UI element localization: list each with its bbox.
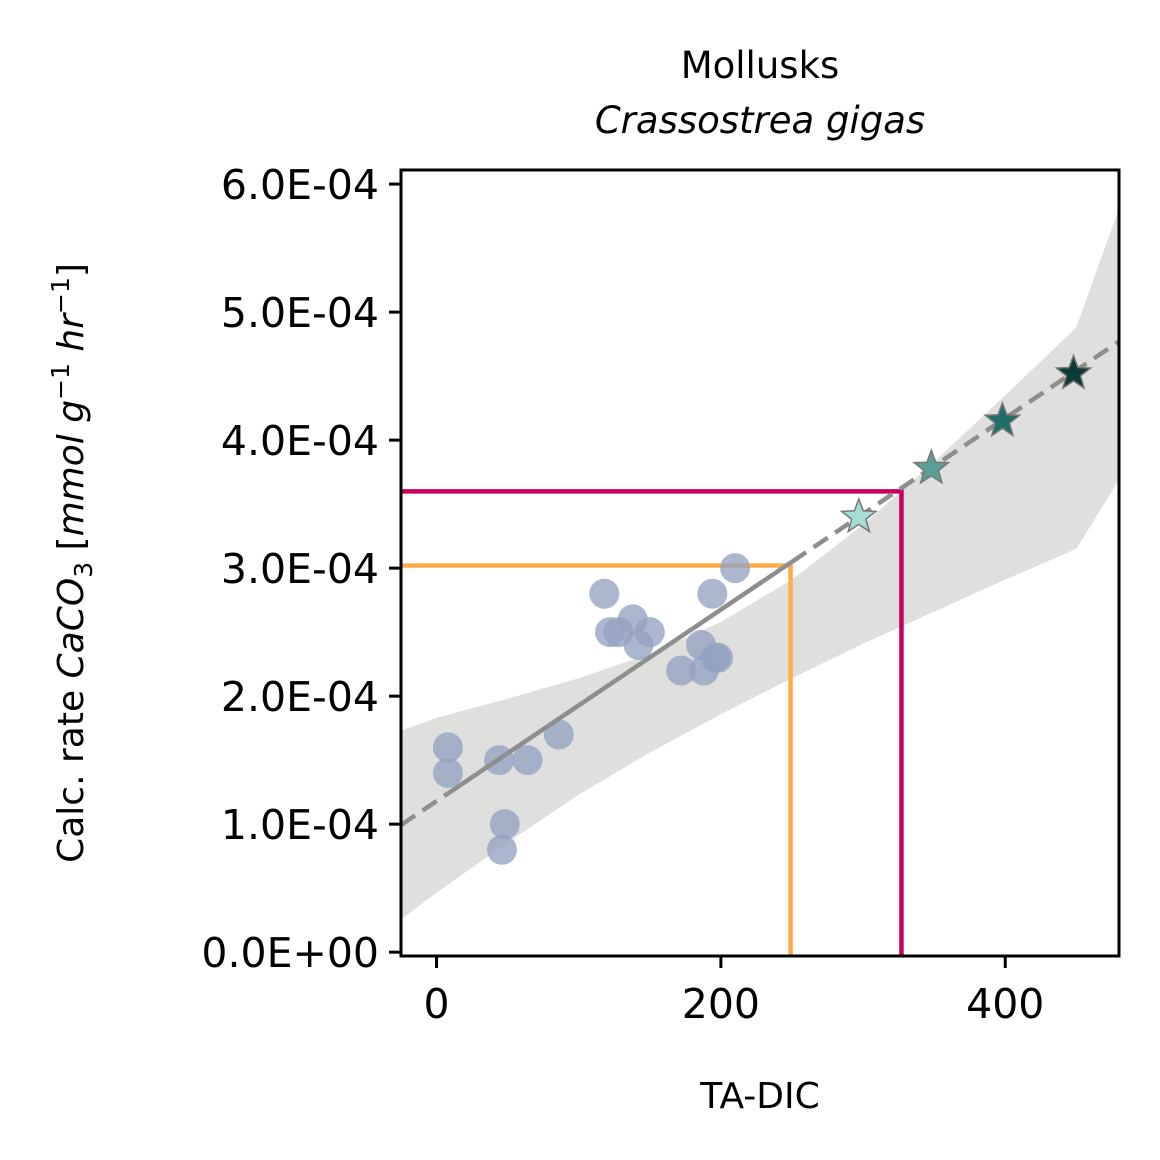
y-label-units-open: [	[51, 536, 92, 562]
projection-star-3	[983, 400, 1022, 438]
observation-point	[432, 732, 463, 763]
y-label-units-close: ]	[51, 263, 92, 277]
y-tick-label: 6.0E-04	[221, 161, 379, 209]
x-axis: 0 200 400	[423, 956, 1044, 1028]
y-label-species: CaCO	[51, 578, 92, 679]
y-axis-label: Calc. rate CaCO3 [mmol g−1 hr−1]	[46, 263, 98, 863]
confidence-band	[401, 208, 1119, 920]
observation-point	[489, 809, 520, 840]
y-label-unit1-sup: −1	[46, 363, 75, 400]
observation-point	[634, 617, 665, 648]
fit-line-dashed-right	[790, 339, 1119, 564]
plot-frame	[399, 168, 1121, 958]
observation-point	[666, 655, 697, 686]
reference-line-1	[401, 563, 793, 956]
observation-point	[512, 745, 543, 776]
observation-point	[432, 757, 463, 788]
y-label-unit2: hr	[51, 312, 92, 363]
x-tick-label: 200	[682, 980, 760, 1028]
observation-point	[589, 578, 620, 609]
x-tick-label: 400	[966, 980, 1044, 1028]
observation-point	[486, 834, 517, 865]
fit-line-dashed-left	[401, 791, 450, 827]
y-tick-label: 0.0E+00	[201, 929, 379, 977]
x-axis-label: TA-DIC	[699, 1076, 820, 1117]
y-label-species-sub: 3	[69, 562, 98, 578]
projection-star-2	[912, 448, 951, 485]
plot-area	[401, 208, 1119, 956]
y-label-unit2-sup: −1	[46, 277, 75, 314]
projection-star-1	[839, 496, 878, 534]
y-tick-label: 3.0E-04	[221, 545, 379, 593]
observation-point	[720, 553, 751, 584]
observation-point	[697, 578, 728, 609]
y-axis: 0.0E+00 1.0E-04 2.0E-04 3.0E-04 4.0E-04 5.0E-…	[201, 161, 401, 977]
chart-subtitle: Crassostrea gigas	[595, 99, 925, 142]
projection-star-4	[1054, 353, 1093, 390]
y-label-prefix: Calc. rate	[51, 678, 92, 862]
y-tick-label: 2.0E-04	[221, 673, 379, 721]
fit-line-solid	[446, 559, 794, 796]
observation-point	[703, 642, 734, 673]
y-tick-label: 5.0E-04	[221, 289, 379, 337]
y-tick-label: 4.0E-04	[221, 417, 379, 465]
reference-line-2	[401, 489, 904, 956]
y-tick-label: 1.0E-04	[221, 801, 379, 849]
chart-title: Mollusks	[681, 44, 840, 87]
x-tick-label: 0	[423, 980, 449, 1028]
y-label-unit1: mmol g	[51, 400, 92, 536]
observation-point	[543, 719, 574, 750]
